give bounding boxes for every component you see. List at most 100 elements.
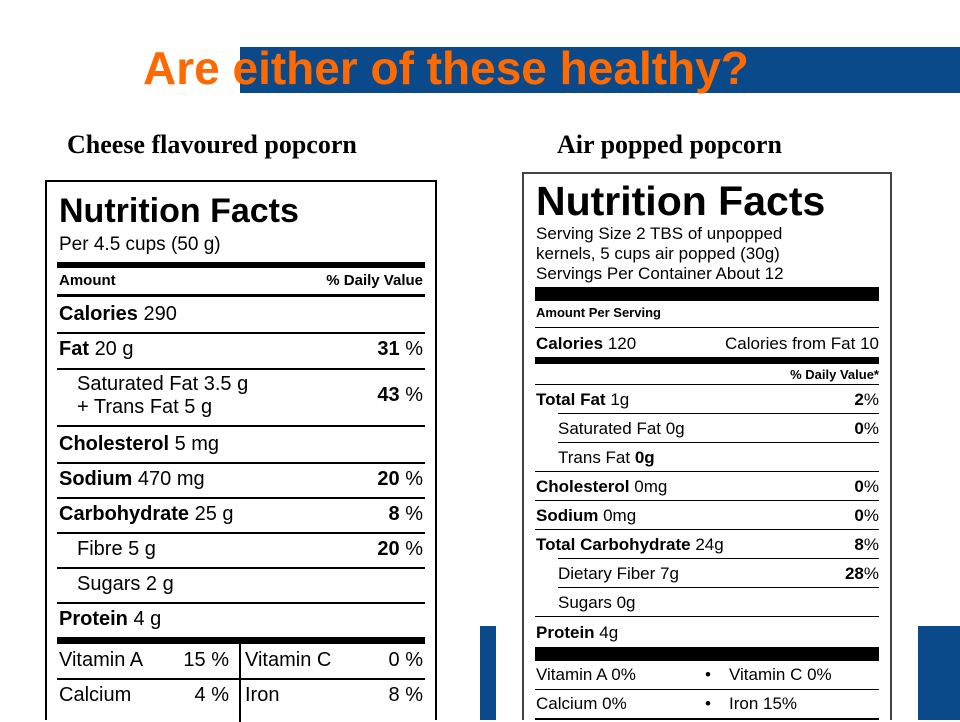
nutrient-name: Cholesterol: [59, 433, 170, 455]
daily-value: 0: [854, 477, 864, 496]
nutrient-text: Sugars 2 g: [77, 573, 174, 595]
divider: [535, 529, 879, 530]
nutrient-amount: 5 mg: [174, 433, 220, 455]
serving-line: kernels, 5 cups air popped (30g): [536, 244, 780, 263]
cholesterol-row: Cholesterol 0mg 0%: [536, 477, 879, 497]
percent-sign: %: [863, 535, 879, 554]
sugars-row: Sugars 2 g: [77, 573, 423, 596]
nutrient-name: Sodium: [59, 468, 133, 490]
nutrient-amount: 4g: [599, 623, 619, 642]
percent-sign: %: [863, 564, 879, 583]
divider: [558, 587, 879, 588]
divider: [57, 567, 425, 569]
fat-row: Fat 20 g 31 %: [59, 338, 423, 361]
divider-thick: [57, 637, 425, 644]
divider: [535, 384, 879, 385]
calories-row: Calories 290: [59, 303, 423, 326]
nutrient-name: Total Carbohydrate: [536, 535, 691, 554]
daily-value: 0: [854, 506, 864, 525]
sodium-row: Sodium 0mg 0%: [536, 506, 879, 526]
nutrient-text: + Trans Fat 5 g: [77, 396, 213, 418]
divider: [535, 471, 879, 472]
nutrient-name: Calories: [536, 334, 604, 353]
percent-sign: %: [405, 338, 423, 360]
vitamin-a: Vitamin A 0%: [536, 665, 636, 684]
percent-sign: %: [405, 384, 423, 406]
percent-sign: %: [405, 503, 423, 525]
divider: [57, 678, 425, 680]
nutrient-amount: 0mg: [634, 477, 668, 496]
calories-row: Calories 120 Calories from Fat 10: [536, 334, 879, 354]
bottom-band-right: [918, 626, 960, 720]
divider: [558, 558, 879, 559]
nutrient-amount: 0g: [634, 448, 655, 467]
nutrient-name: Calories: [59, 303, 138, 325]
nutrient-name: Carbohydrate: [59, 503, 190, 525]
nutrient-text: Saturated Fat 0g: [558, 419, 685, 438]
cholesterol-row: Cholesterol 5 mg: [59, 433, 423, 456]
percent-sign: %: [863, 419, 879, 438]
label-heading: Nutrition Facts: [59, 192, 299, 230]
protein-row: Protein 4 g: [59, 608, 423, 631]
vitamin-c-value: 0 %: [388, 649, 423, 671]
sugars-row: Sugars 0g: [558, 593, 879, 613]
nutrient-amount: 20 g: [94, 338, 134, 360]
total-carbohydrate-row: Total Carbohydrate 24g 8%: [536, 535, 879, 555]
divider: [57, 294, 425, 297]
divider: [535, 689, 879, 690]
fibre-row: Fibre 5 g 20 %: [77, 538, 423, 561]
nutrient-name: Cholesterol: [536, 477, 630, 496]
nutrient-amount: 0mg: [603, 506, 637, 525]
calories-from-fat: Calories from Fat 10: [725, 334, 879, 353]
divider: [57, 497, 425, 499]
caption-air-popped-popcorn: Air popped popcorn: [557, 130, 782, 159]
serving-line: Serving Size 2 TBS of unpopped: [536, 224, 783, 243]
divider: [57, 602, 425, 604]
amount-per-serving: Amount Per Serving: [536, 305, 661, 320]
daily-value: 20: [377, 468, 400, 490]
bullet: •: [705, 665, 711, 684]
header-row: Amount % Daily Value: [59, 272, 423, 289]
nutrient-amount: 470 mg: [137, 468, 205, 490]
nutrient-amount: 24g: [695, 535, 724, 554]
protein-row: Protein 4g: [536, 623, 879, 643]
calcium-value: 4 %: [194, 684, 229, 706]
saturated-fat-row: Saturated Fat 0g 0%: [558, 419, 879, 439]
divider-thick: [535, 287, 879, 301]
vitamin-column-divider: [239, 644, 241, 722]
slide-title: Are either of these healthy?: [143, 42, 749, 94]
dietary-fiber-row: Dietary Fiber 7g 28%: [558, 564, 879, 584]
nutrient-name: Protein: [59, 608, 128, 630]
bottom-band-left: [480, 626, 496, 720]
nutrient-name: Total Fat: [536, 390, 606, 409]
nutrient-text: Saturated Fat 3.5 g: [77, 373, 249, 395]
serving-line: Servings Per Container About 12: [536, 264, 784, 283]
divider: [57, 532, 425, 534]
daily-value: 0: [854, 419, 864, 438]
vitamin-c-label: Vitamin C: [245, 649, 332, 671]
nutrient-name: Sodium: [536, 506, 599, 525]
nutrient-amount: 120: [607, 334, 637, 353]
divider: [57, 425, 425, 427]
daily-value-header: % Daily Value*: [790, 367, 879, 382]
vitamin-c: Vitamin C 0%: [729, 665, 832, 684]
daily-value: 28: [844, 564, 864, 583]
nutrient-text: Trans Fat: [558, 448, 631, 467]
sodium-row: Sodium 470 mg 20 %: [59, 468, 423, 491]
percent-sign: %: [863, 390, 879, 409]
percent-sign: %: [405, 538, 423, 560]
nutrient-amount: 4 g: [133, 608, 162, 630]
divider: [57, 462, 425, 464]
divider: [57, 368, 425, 370]
nutrient-text: Sugars 0g: [558, 593, 636, 612]
calcium-label: Calcium: [59, 684, 132, 706]
vitamin-a-value: 15 %: [183, 649, 229, 671]
nutrient-text: Fibre 5 g: [77, 538, 156, 560]
divider-thick: [535, 647, 879, 661]
nutrient-amount: 25 g: [194, 503, 234, 525]
daily-value-header: % Daily Value: [326, 272, 423, 289]
iron-value: 8 %: [388, 684, 423, 706]
divider: [57, 332, 425, 334]
iron-label: Iron: [245, 684, 280, 706]
calcium: Calcium 0%: [536, 694, 627, 713]
